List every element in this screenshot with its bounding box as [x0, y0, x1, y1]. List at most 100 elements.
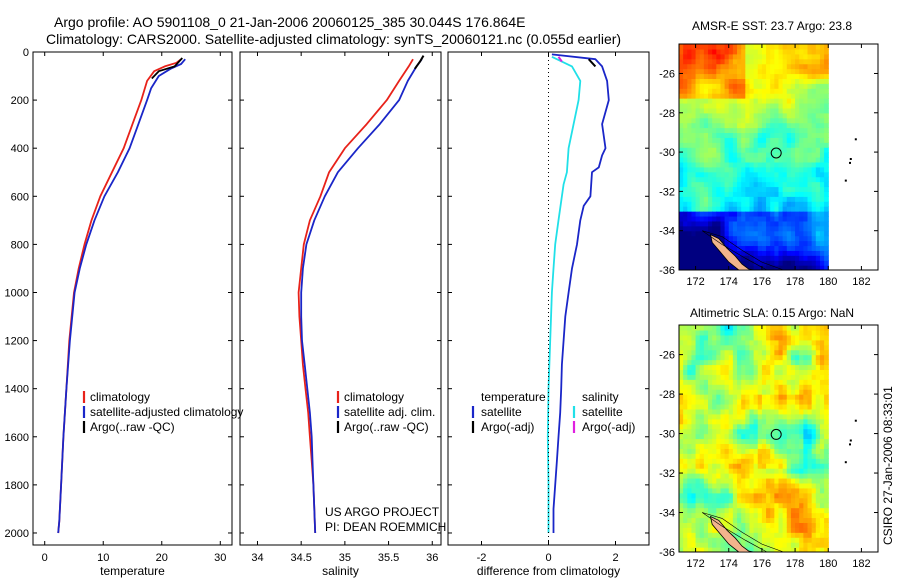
map-cell — [687, 325, 693, 331]
map-cell — [753, 408, 759, 415]
map-cell — [819, 487, 825, 494]
map-cell — [795, 512, 800, 519]
legend-temp-argo-label: Argo(-adj) — [481, 420, 534, 434]
map-cell — [753, 502, 759, 509]
x-tick-label: 2 — [612, 552, 618, 564]
map-cell — [795, 201, 800, 207]
map-cell — [782, 83, 788, 89]
map-cell — [774, 147, 780, 153]
map-cell — [753, 507, 759, 514]
map-cell — [766, 463, 771, 469]
map-cell — [737, 161, 742, 168]
map-cell — [687, 225, 693, 232]
map-cell — [807, 349, 813, 356]
map-cell — [732, 137, 738, 143]
map-cell — [732, 527, 738, 533]
map-cell — [728, 384, 734, 390]
map-cell — [695, 542, 701, 548]
map-cell — [811, 517, 817, 523]
map-cell — [782, 374, 788, 380]
map-cell — [703, 408, 709, 415]
map-cell — [737, 78, 742, 84]
map-cell — [703, 384, 709, 390]
map-cell — [815, 522, 821, 528]
map-cell — [712, 191, 717, 197]
map-cell — [790, 142, 796, 148]
map-cell — [679, 527, 684, 533]
map-cell — [753, 413, 759, 420]
map-cell — [749, 354, 755, 361]
map-cell — [728, 399, 734, 405]
map-cell — [728, 152, 734, 158]
map-cell — [807, 44, 813, 50]
map-cell — [703, 73, 709, 79]
map-cell — [679, 507, 684, 514]
map-cell — [745, 250, 751, 256]
map-cell — [778, 369, 784, 375]
map-cell — [786, 166, 792, 173]
map-cell — [687, 418, 693, 425]
map-cell — [737, 215, 742, 222]
map-cell — [679, 73, 684, 79]
map-cell — [724, 473, 730, 479]
map-cell — [815, 473, 821, 479]
map-cell — [819, 44, 825, 50]
map-cell — [815, 176, 821, 183]
map-cell — [683, 379, 688, 385]
map-cell — [815, 532, 821, 538]
map-cell — [774, 329, 780, 336]
map-cell — [720, 230, 726, 237]
map-cell — [795, 225, 800, 232]
map-cell — [745, 48, 751, 55]
map-cell — [782, 117, 788, 124]
map-cell — [807, 122, 813, 129]
map-cell — [799, 73, 804, 79]
map-cell — [757, 433, 763, 440]
map-cell — [683, 245, 688, 251]
map-cell — [761, 186, 767, 192]
map-cell — [720, 53, 726, 60]
map-cell — [732, 225, 738, 232]
map-cell — [824, 428, 829, 435]
map-cell — [782, 127, 788, 134]
map-cell — [732, 379, 738, 385]
map-cell — [716, 88, 722, 94]
map-cell — [732, 487, 738, 494]
map-cell — [741, 142, 746, 148]
map-cell — [774, 497, 780, 504]
map-cell — [703, 44, 709, 50]
map-cell — [737, 117, 742, 124]
map-cell — [699, 487, 705, 494]
map-cell — [815, 255, 821, 261]
map-cell — [753, 68, 759, 75]
map-cell — [699, 379, 705, 385]
map-cell — [712, 220, 717, 227]
map-cell — [679, 265, 684, 270]
map-cell — [782, 240, 788, 247]
map-cell — [679, 349, 684, 356]
map-cell — [757, 369, 763, 375]
map-cell — [811, 389, 817, 395]
map-cell — [786, 176, 792, 183]
map-cell — [807, 522, 813, 528]
map-cell — [753, 171, 759, 178]
map-cell — [803, 482, 809, 489]
map-cell — [774, 240, 780, 247]
map-cell — [716, 132, 722, 138]
map-cell — [703, 413, 709, 420]
map-cell — [795, 487, 800, 494]
map-cell — [803, 339, 809, 346]
map-cell — [699, 468, 705, 474]
map-cell — [815, 250, 821, 256]
map-cell — [753, 339, 759, 346]
map-cell — [766, 418, 771, 425]
map-cell — [695, 448, 701, 454]
map-cell — [687, 359, 693, 366]
map-cell — [782, 473, 788, 479]
map-cell — [737, 394, 742, 400]
map-cell — [687, 428, 693, 435]
map-cell — [724, 181, 730, 188]
map-cell — [786, 374, 792, 380]
map-cell — [737, 403, 742, 410]
map-cell — [737, 497, 742, 504]
